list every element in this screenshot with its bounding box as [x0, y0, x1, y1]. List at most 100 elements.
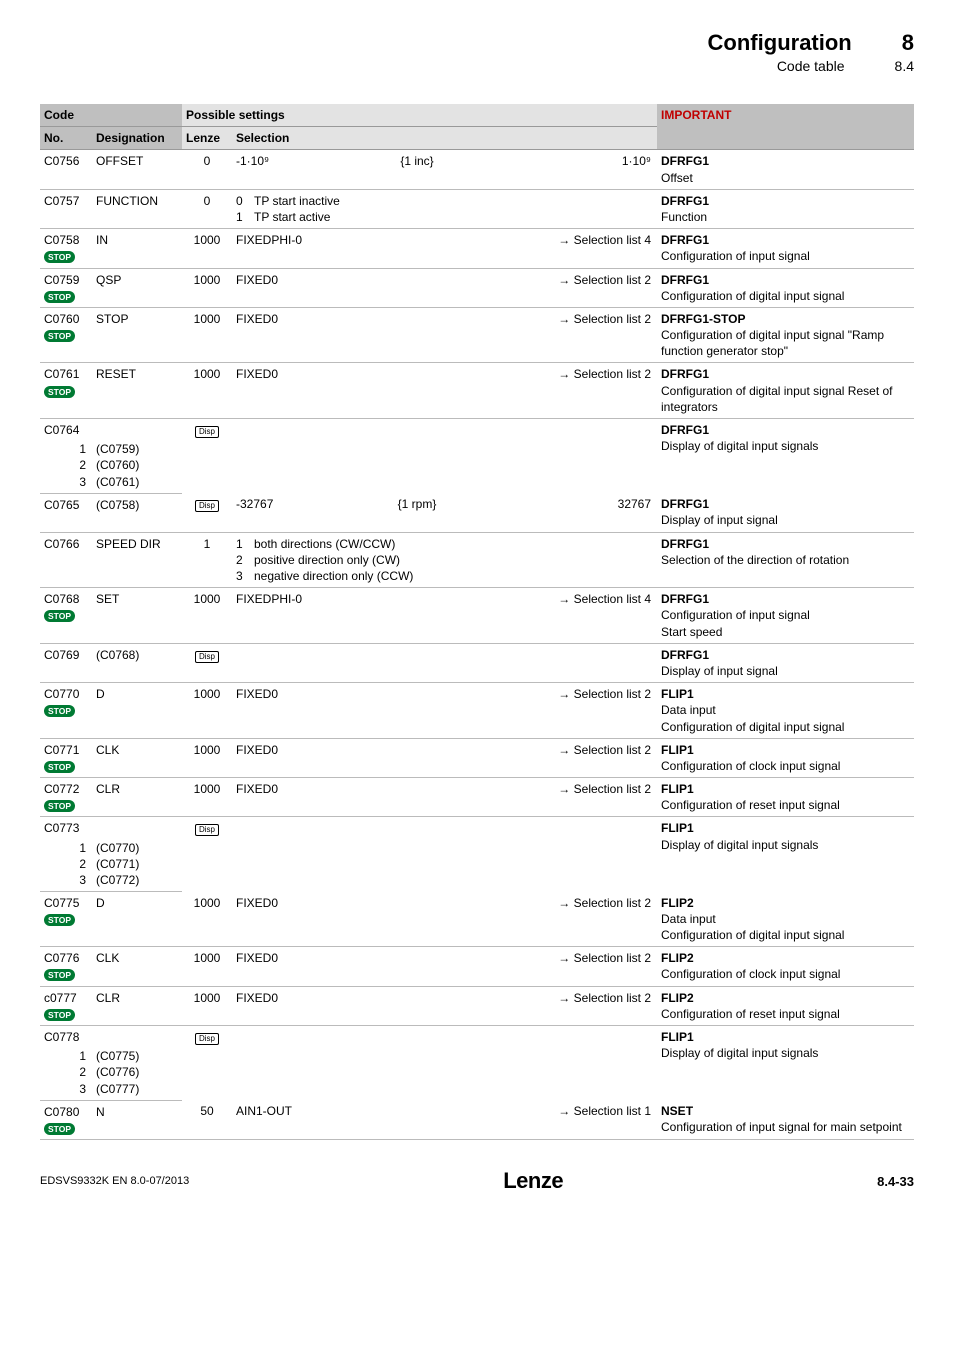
important-text: Display of digital input signals: [661, 838, 818, 852]
cell-no: C0778: [40, 1026, 92, 1049]
stop-icon: STOP: [44, 386, 75, 398]
cell-lenze: 1000: [182, 588, 232, 644]
important-key: DFRFG1: [661, 648, 709, 662]
footer-logo: Lenze: [503, 1168, 563, 1194]
important-text: Data inputConfiguration of digital input…: [661, 912, 844, 942]
arrow-icon: [558, 991, 573, 1005]
important-text: Configuration of digital input signal: [661, 289, 844, 303]
cell-sel1: [232, 1026, 312, 1101]
important-key: DFRFG1: [661, 273, 709, 287]
cell-lenze: Disp: [182, 419, 232, 494]
important-text: Display of input signal: [661, 513, 778, 527]
arrow-icon: [558, 782, 573, 796]
important-key: DFRFG1-STOP: [661, 312, 745, 326]
cell-designation: [92, 817, 182, 840]
cell-sel1: FIXED0: [232, 947, 312, 986]
code-no: C0756: [44, 154, 79, 168]
cell-lenze: 1000: [182, 892, 232, 947]
stop-icon: STOP: [44, 969, 75, 981]
cell-subindex: 1: [40, 840, 92, 856]
cell-sel1: [232, 419, 312, 494]
cell-sel2: {1 inc}: [312, 150, 522, 189]
cell-subdesignation: (C0760): [92, 457, 182, 473]
cell-sel3: Selection list 1: [522, 1100, 657, 1139]
cell-no: C0766: [40, 532, 92, 588]
cell-designation: (C0758): [92, 493, 182, 532]
cell-sel3: 1·10⁹: [522, 150, 657, 189]
important-key: DFRFG1: [661, 367, 709, 381]
cell-sel1: FIXED0: [232, 738, 312, 777]
important-key: DFRFG1: [661, 497, 709, 511]
important-key: FLIP1: [661, 821, 694, 835]
cell-sel1: -1·10⁹: [232, 150, 312, 189]
arrow-icon: [558, 273, 573, 287]
cell-designation: RESET: [92, 363, 182, 419]
important-text: Display of digital input signals: [661, 1046, 818, 1060]
code-no: C0764: [44, 423, 79, 437]
cell-no: C0765: [40, 493, 92, 532]
cell-sel1: FIXEDPHI-0: [232, 588, 312, 644]
important-text: Display of input signal: [661, 664, 778, 678]
arrow-icon: [558, 951, 573, 965]
cell-designation: CLK: [92, 947, 182, 986]
code-no: C0772: [44, 782, 79, 796]
cell-no: C0776STOP: [40, 947, 92, 986]
stop-icon: STOP: [44, 610, 75, 622]
cell-sel2: [312, 683, 522, 739]
cell-sel3: [522, 1026, 657, 1101]
disp-icon: Disp: [195, 426, 219, 438]
cell-important: DFRFG1 Display of input signal: [657, 493, 914, 532]
cell-sel3: Selection list 2: [522, 947, 657, 986]
arrow-icon: [558, 896, 573, 910]
cell-important: FLIP2Configuration of clock input signal: [657, 947, 914, 986]
table-row: C0768STOPSET1000FIXEDPHI-0Selection list…: [40, 588, 914, 644]
cell-important: DFRFG1Configuration of input signalStart…: [657, 588, 914, 644]
important-key: DFRFG1: [661, 233, 709, 247]
cell-subdesignation: (C0777): [92, 1081, 182, 1101]
cell-lenze: 0: [182, 150, 232, 189]
cell-designation: D: [92, 892, 182, 947]
code-no: C0766: [44, 537, 79, 551]
cell-designation: [92, 1026, 182, 1049]
cell-designation: N: [92, 1100, 182, 1139]
cell-sel1: FIXED0: [232, 363, 312, 419]
cell-sel1: FIXEDPHI-0: [232, 229, 312, 268]
cell-no: C0775STOP: [40, 892, 92, 947]
cell-sel3: [522, 643, 657, 682]
cell-important: DFRFG1 Display of input signal: [657, 643, 914, 682]
code-no: c0777: [44, 991, 77, 1005]
cell-important: DFRFG1Configuration of digital input sig…: [657, 363, 914, 419]
cell-no: C0757: [40, 189, 92, 228]
cell-no: c0777 STOP: [40, 986, 92, 1025]
cell-important: DFRFG1Configuration of input signal: [657, 229, 914, 268]
table-row: C0776STOPCLK1000FIXED0Selection list 2FL…: [40, 947, 914, 986]
code-no: C0773: [44, 821, 79, 835]
cell-lenze: Disp: [182, 817, 232, 892]
header-subtitle: Code table: [777, 58, 845, 74]
important-text: Configuration of clock input signal: [661, 967, 840, 981]
cell-subindex: 2: [40, 1064, 92, 1080]
footer-page: 8.4-33: [877, 1174, 914, 1189]
stop-icon: STOP: [44, 251, 75, 263]
cell-important: FLIP1Configuration of clock input signal: [657, 738, 914, 777]
important-text: Offset: [661, 171, 693, 185]
code-no: C0761: [44, 367, 79, 381]
cell-important: FLIP2Configuration of reset input signal: [657, 986, 914, 1025]
page-footer: EDSVS9332K EN 8.0-07/2013 Lenze 8.4-33: [40, 1168, 914, 1194]
cell-sel2: [312, 363, 522, 419]
cell-important: FLIP1Configuration of reset input signal: [657, 778, 914, 817]
cell-no: C0759 STOP: [40, 268, 92, 307]
cell-sel1: [232, 817, 312, 892]
stop-icon: STOP: [44, 1009, 75, 1021]
th-possible-settings: Possible settings: [182, 104, 657, 127]
stop-icon: STOP: [44, 291, 75, 303]
important-key: FLIP1: [661, 743, 694, 757]
cell-designation: (C0768): [92, 643, 182, 682]
table-row: C0760STOPSTOP1000FIXED0Selection list 2D…: [40, 307, 914, 363]
table-row: c0777STOPCLR1000FIXED0Selection list 2FL…: [40, 986, 914, 1025]
arrow-icon: [558, 312, 573, 326]
cell-lenze: 1: [182, 532, 232, 588]
cell-important: FLIP1Data inputConfiguration of digital …: [657, 683, 914, 739]
cell-lenze: 1000: [182, 986, 232, 1025]
code-no: C0759: [44, 273, 79, 287]
